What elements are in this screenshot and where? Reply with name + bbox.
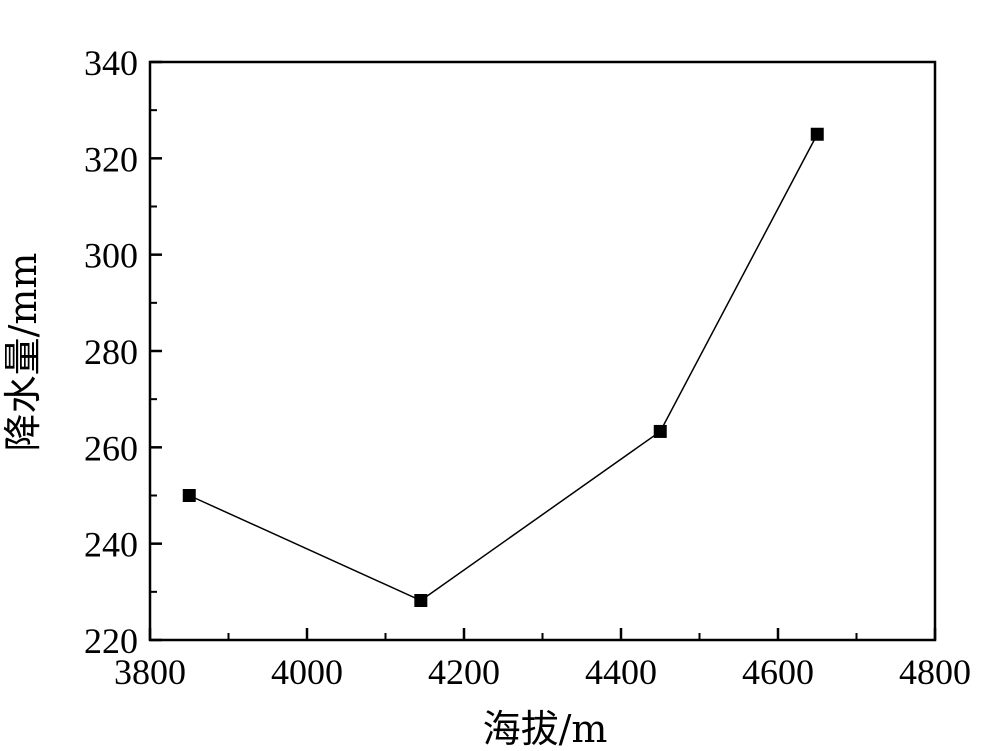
- x-tick-label: 4200: [428, 652, 500, 692]
- x-tick-label: 4400: [585, 652, 657, 692]
- x-tick-label: 4000: [271, 652, 343, 692]
- y-tick-label: 320: [84, 139, 138, 179]
- data-point-marker: [182, 489, 196, 502]
- x-axis-title: 海拔/m: [483, 707, 608, 751]
- data-point-marker: [414, 594, 428, 608]
- plot-frame: [148, 60, 937, 642]
- y-axis-title: 降水量/mm: [1, 253, 45, 452]
- axes: 3800 4000 4200 4400 4600 4800 220 240 260 280 300 3…: [84, 43, 971, 692]
- y-tick-label: 240: [84, 525, 138, 565]
- y-tick-label: 220: [84, 621, 138, 661]
- y-tick-label: 340: [84, 43, 138, 83]
- data-point-marker: [653, 424, 667, 438]
- y-tick-label: 260: [84, 428, 138, 468]
- x-tick-label: 4800: [899, 652, 971, 692]
- chart-marks: [182, 127, 824, 608]
- x-tick-label: 4600: [742, 652, 814, 692]
- series-line: [188, 133, 818, 602]
- y-tick-label: 300: [84, 236, 138, 276]
- y-tick-label: 280: [84, 332, 138, 372]
- data-point-marker: [810, 127, 824, 141]
- x-tick-label: 3800: [114, 652, 186, 692]
